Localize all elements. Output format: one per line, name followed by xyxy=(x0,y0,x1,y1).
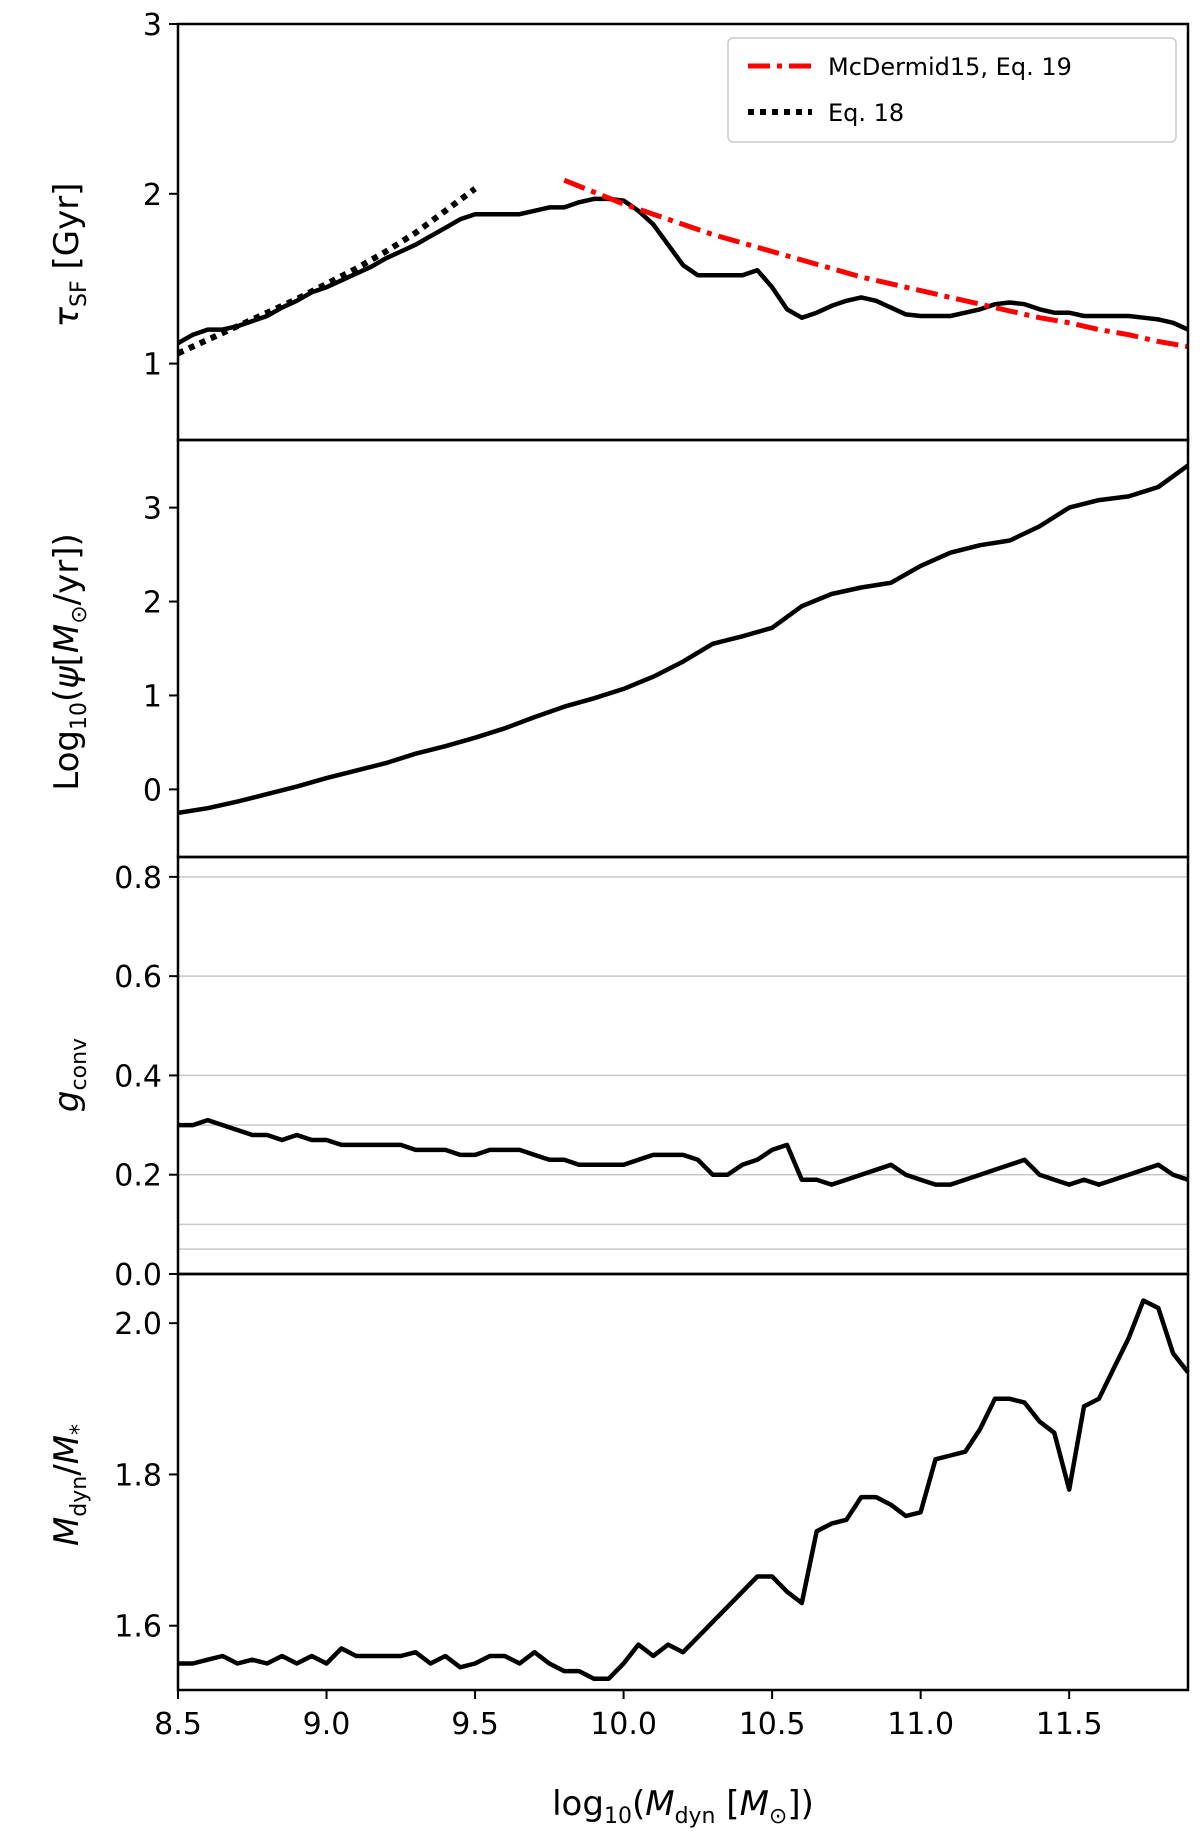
xtick-label-2: 9.5 xyxy=(451,1707,499,1742)
panel-log_sfr: 0 1 2 3 xyxy=(143,438,1190,859)
xtick-label-4: 10.5 xyxy=(739,1707,806,1742)
xtick-label-1: 9.0 xyxy=(303,1707,351,1742)
ytick-label-g_conv-2: 0.4 xyxy=(114,1059,162,1094)
legend-label-eq18: Eq. 18 xyxy=(828,99,904,127)
legend-box xyxy=(727,37,1177,143)
xtick-label-5: 11.0 xyxy=(887,1707,954,1742)
frame-log_sfr xyxy=(176,438,1190,859)
ytick-label-g_conv-1: 0.2 xyxy=(114,1159,162,1194)
series-tau_sf-0 xyxy=(176,196,1189,346)
ytick-label-g_conv-4: 0.8 xyxy=(114,861,162,896)
ytick-label-mass_ratio-1: 1.8 xyxy=(114,1458,162,1493)
ytick-label-log_sfr-1: 1 xyxy=(143,679,162,714)
ytick-label-log_sfr-2: 2 xyxy=(143,586,162,621)
xtick-label-6: 11.5 xyxy=(1036,1707,1103,1742)
ytick-label-tau_sf-1: 2 xyxy=(143,178,162,213)
ytick-label-log_sfr-0: 0 xyxy=(143,773,162,808)
xtick-label-0: 8.5 xyxy=(154,1707,202,1742)
series-g_conv-0 xyxy=(178,1117,1189,1187)
frame-mass_ratio xyxy=(176,1272,1190,1692)
series-tau_sf-1 xyxy=(563,177,1189,350)
legend-label-mcdermid: McDermid15, Eq. 19 xyxy=(828,53,1072,81)
series-tau_sf-2 xyxy=(176,186,477,357)
x-axis-label: log10(Mdyn [M⊙]) xyxy=(552,1784,814,1829)
ytick-label-mass_ratio-0: 1.6 xyxy=(114,1610,162,1645)
panel-mass_ratio: 1.6 1.8 2.0 8.5 9.0 9.5 10.0 10.5 11.0 11.5 xyxy=(114,1272,1190,1742)
panel4-ylabel: Mdyn/M* xyxy=(47,1424,92,1546)
legend: McDermid15, Eq. 19 Eq. 18 xyxy=(727,37,1177,143)
series-mass_ratio-0 xyxy=(178,1298,1190,1681)
panel1-ylabel: τSF [Gyr] xyxy=(47,183,92,328)
ytick-label-log_sfr-3: 3 xyxy=(143,492,162,527)
ytick-label-tau_sf-2: 3 xyxy=(143,8,162,43)
xtick-label-3: 10.0 xyxy=(590,1707,657,1742)
panel3-ylabel: gconv xyxy=(47,1038,92,1112)
panel2-ylabel: Log10(ψ[M⊙/yr]) xyxy=(47,533,92,791)
ytick-label-tau_sf-0: 1 xyxy=(143,348,162,383)
ytick-label-g_conv-3: 0.6 xyxy=(114,960,162,995)
ytick-label-mass_ratio-2: 2.0 xyxy=(114,1307,162,1342)
frame-g_conv xyxy=(176,855,1190,1276)
series-log_sfr-0 xyxy=(177,463,1190,816)
panel-g_conv: 0.0 0.2 0.4 0.6 0.8 xyxy=(114,855,1190,1293)
ytick-label-g_conv-0: 0.0 xyxy=(114,1258,162,1293)
